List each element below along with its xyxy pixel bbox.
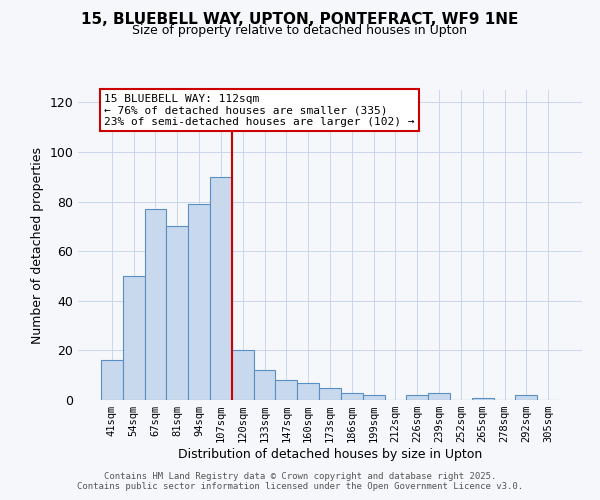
Bar	[515, 395, 537, 400]
Text: 15 BLUEBELL WAY: 112sqm
← 76% of detached houses are smaller (335)
23% of semi-d: 15 BLUEBELL WAY: 112sqm ← 76% of detache…	[104, 94, 415, 127]
X-axis label: Distribution of detached houses by size in Upton: Distribution of detached houses by size …	[178, 448, 482, 461]
Text: 15, BLUEBELL WAY, UPTON, PONTEFRACT, WF9 1NE: 15, BLUEBELL WAY, UPTON, PONTEFRACT, WF9…	[82, 12, 518, 28]
Bar	[363, 395, 385, 400]
Bar	[101, 360, 123, 400]
Text: Contains public sector information licensed under the Open Government Licence v3: Contains public sector information licen…	[77, 482, 523, 491]
Bar	[297, 382, 319, 400]
Bar	[188, 204, 210, 400]
Bar	[123, 276, 145, 400]
Bar	[406, 395, 428, 400]
Bar	[275, 380, 297, 400]
Bar	[145, 209, 166, 400]
Text: Contains HM Land Registry data © Crown copyright and database right 2025.: Contains HM Land Registry data © Crown c…	[104, 472, 496, 481]
Bar	[254, 370, 275, 400]
Bar	[341, 392, 363, 400]
Bar	[472, 398, 494, 400]
Bar	[166, 226, 188, 400]
Bar	[319, 388, 341, 400]
Text: Size of property relative to detached houses in Upton: Size of property relative to detached ho…	[133, 24, 467, 37]
Bar	[428, 392, 450, 400]
Bar	[232, 350, 254, 400]
Bar	[210, 177, 232, 400]
Y-axis label: Number of detached properties: Number of detached properties	[31, 146, 44, 344]
